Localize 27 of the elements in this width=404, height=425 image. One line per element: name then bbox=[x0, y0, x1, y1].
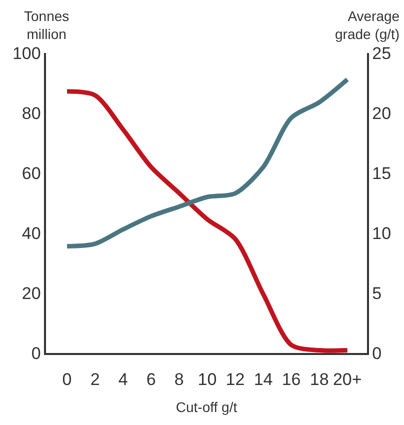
y2-tick-label: 20 bbox=[372, 104, 392, 123]
x-tick-label: 14 bbox=[254, 370, 273, 390]
x-axis-title: Cut-off g/t bbox=[176, 398, 238, 415]
y2-axis-title: Average grade (g/t) bbox=[335, 8, 400, 42]
y2-tick-label: 15 bbox=[372, 164, 392, 183]
y-tick-label: 80 bbox=[22, 104, 41, 123]
x-tick-label: 12 bbox=[226, 370, 245, 390]
y2-tick-label: 5 bbox=[372, 284, 382, 303]
y2-tick-label: 25 bbox=[372, 44, 392, 63]
x-tick-label: 8 bbox=[174, 370, 184, 390]
x-tick-label: 20+ bbox=[332, 370, 362, 390]
y-tick-label: 100 bbox=[12, 44, 41, 63]
line-series bbox=[64, 77, 350, 248]
x-tick-label: 16 bbox=[282, 370, 301, 390]
x-tick-label: 4 bbox=[118, 370, 128, 390]
y-tick-label: 40 bbox=[22, 224, 41, 243]
x-tick-label: 2 bbox=[90, 370, 100, 390]
y2-tick-label: 10 bbox=[372, 224, 392, 243]
x-tick-label: 10 bbox=[198, 370, 217, 390]
y-axis-title: Tonnes million bbox=[24, 8, 70, 42]
y2-tick-label: 0 bbox=[372, 344, 382, 363]
y-tick-label: 60 bbox=[22, 164, 41, 183]
x-tick-label: 0 bbox=[62, 370, 72, 390]
y-tick-label: 0 bbox=[31, 344, 41, 363]
x-tick-label: 18 bbox=[310, 370, 329, 390]
x-tick-label: 6 bbox=[146, 370, 156, 390]
y-tick-label: 20 bbox=[22, 284, 41, 303]
